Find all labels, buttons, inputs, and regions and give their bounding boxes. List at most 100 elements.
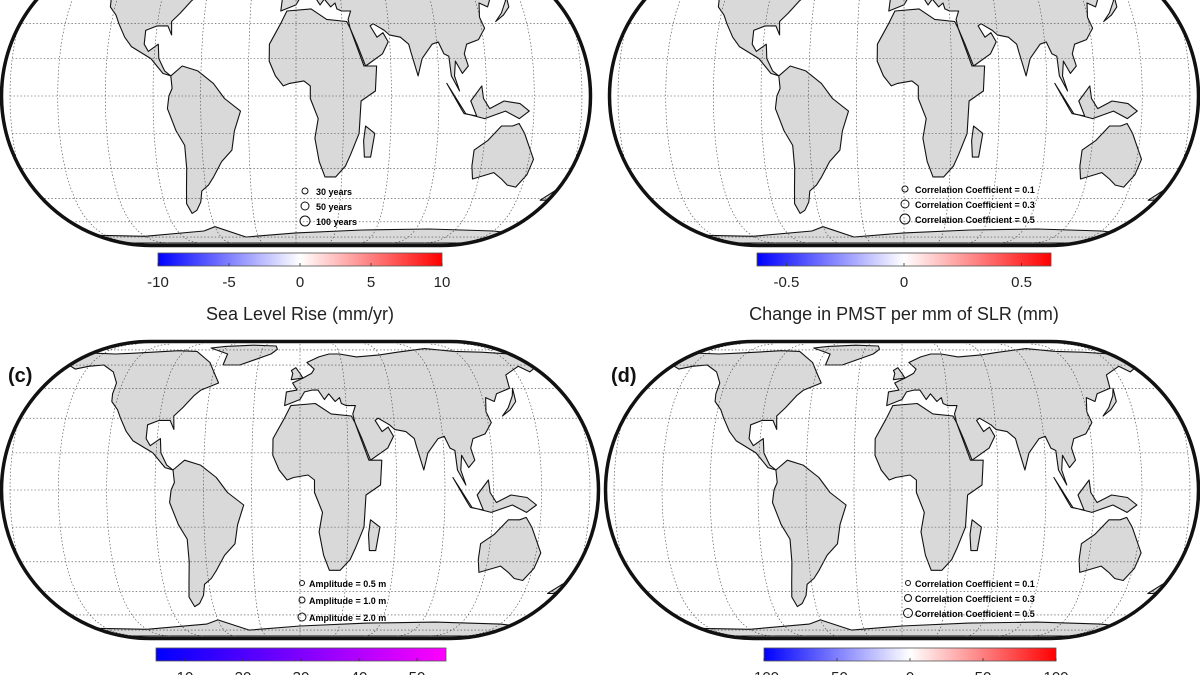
landmass-north-america (671, 350, 822, 471)
colorbar-tick-label: -50 (826, 669, 848, 675)
landmass-africa (876, 8, 986, 178)
legend-entry: 100 years (316, 217, 357, 227)
map-c (0, 339, 601, 641)
legend-entry: Amplitude = 2.0 m (309, 613, 386, 623)
colorbar-tick-label: 0.5 (1011, 274, 1032, 291)
landmass-north-america (675, 0, 825, 77)
colorbar-tick-label: 20 (235, 669, 252, 675)
landmass-madagascar (367, 519, 381, 552)
legend-marker-large (297, 612, 307, 622)
landmass-japan (1102, 387, 1117, 417)
legend-marker-small (301, 187, 309, 195)
colorbar-title: Change in PMST per mm of SLR (mm) (749, 304, 1059, 324)
colorbar-tick-label: 0 (906, 669, 914, 675)
colorbar-tick-label: 10 (177, 669, 194, 675)
landmass-australia (1079, 122, 1143, 188)
panel-c: (c) Amplitude = 0.5 m Amplitude = 1.0 m … (0, 339, 601, 675)
landmass-africa (268, 8, 378, 178)
colorbar-a: -10 -5 0 5 10 Sea Level Rise (mm/yr) (147, 252, 450, 324)
map-frame (603, 339, 1200, 641)
legend-entry: Correlation Coefficient = 0.1 (915, 579, 1035, 589)
legend-entry: Correlation Coefficient = 0.3 (915, 200, 1035, 210)
legend-entry: Correlation Coefficient = 0.5 (915, 609, 1035, 619)
legend-marker-small (905, 580, 911, 586)
landmass-madagascar (969, 519, 982, 552)
panel-label-c: (c) (8, 365, 32, 387)
colorbar-tick-label: -0.5 (773, 274, 799, 291)
map-a (0, 0, 593, 248)
landmass-africa (272, 402, 383, 571)
map-b (607, 0, 1200, 248)
colorbar-ticks: 10 20 30 40 50 (177, 658, 426, 675)
landmass-japan (501, 387, 517, 417)
landmass-australia (1078, 516, 1142, 582)
legend-marker-large (903, 608, 913, 618)
colorbar-tick-label: 10 (434, 274, 451, 291)
colorbar-b: -0.5 0 0.5 Change in PMST per mm of SLR (m… (749, 252, 1059, 324)
colorbar-tick-label: 50 (975, 669, 992, 675)
map-content (604, 340, 1200, 640)
panel-label-d: (d) (611, 365, 637, 387)
colorbar-tick-label: 5 (367, 274, 375, 291)
colorbar-c: 10 20 30 40 50 (155, 647, 447, 675)
landmass-madagascar (363, 125, 376, 158)
colorbar-tick-label: 50 (409, 669, 426, 675)
landmass-indonesia (1053, 476, 1138, 513)
map-d (603, 339, 1200, 641)
legend-marker-large (899, 213, 911, 225)
map-frame (607, 0, 1200, 248)
colorbar-tick-label: 0 (900, 274, 908, 291)
map-content (608, 0, 1200, 247)
landmass-indonesia (1054, 82, 1138, 120)
panel-b: Correlation Coefficient = 0.1 Correlatio… (607, 0, 1200, 324)
colorbar-ticks: -0.5 0 0.5 (773, 263, 1032, 291)
panel-a: 30 years 50 years 100 years -10 -5 0 5 10 Se… (0, 0, 593, 324)
landmass-australia (471, 122, 535, 188)
colorbar-tick-label: -5 (222, 274, 235, 291)
landmass-south-america (166, 65, 242, 214)
legend-marker-medium (900, 199, 910, 209)
colorbar-d: -100 -50 0 50 100 (749, 647, 1069, 675)
graticule (617, 0, 1191, 244)
landmass-eurasia (280, 0, 534, 92)
colorbar-ticks: -10 -5 0 5 10 (147, 263, 450, 291)
colorbar-ticks: -100 -50 0 50 100 (749, 658, 1069, 675)
map-frame (0, 0, 593, 248)
legend-entry: Amplitude = 0.5 m (309, 579, 386, 589)
legend-entry: 30 years (316, 187, 352, 197)
landmass-australia (477, 516, 542, 582)
landmass-madagascar (971, 125, 984, 158)
colorbar-tick-label: -100 (749, 669, 779, 675)
landmass-japan (495, 0, 510, 23)
graticule (613, 343, 1191, 637)
landmass-eurasia (886, 348, 1142, 486)
landmass-north-america (68, 350, 220, 471)
size-legend-a: 30 years 50 years 100 years (299, 187, 357, 227)
colorbar-tick-label: 30 (293, 669, 310, 675)
legend-marker-medium (904, 594, 912, 602)
colorbar-tick-label: 0 (296, 274, 304, 291)
legend-entry: Correlation Coefficient = 0.5 (915, 215, 1035, 225)
landmass-indonesia (452, 476, 538, 513)
legend-marker-medium (298, 596, 306, 604)
legend-entry: 50 years (316, 202, 352, 212)
legend-marker-medium (300, 201, 310, 211)
size-legend-d: Correlation Coefficient = 0.1 Correlatio… (903, 579, 1035, 619)
landmass-south-america (774, 65, 850, 214)
colorbar-tick-label: 40 (351, 669, 368, 675)
landmass-south-america (169, 459, 245, 608)
legend-marker-small (901, 185, 909, 193)
size-legend-c: Amplitude = 0.5 m Amplitude = 1.0 m Ampl… (297, 579, 386, 623)
map-content (0, 340, 600, 640)
legend-marker-small (299, 580, 305, 586)
size-legend-b: Correlation Coefficient = 0.1 Correlatio… (899, 185, 1035, 225)
legend-entry: Correlation Coefficient = 0.3 (915, 594, 1035, 604)
landmass-japan (1103, 0, 1118, 23)
legend-entry: Correlation Coefficient = 0.1 (915, 185, 1035, 195)
legend-entry: Amplitude = 1.0 m (309, 596, 386, 606)
colorbar-title: Sea Level Rise (mm/yr) (206, 304, 394, 324)
landmass-africa (874, 402, 984, 571)
map-frame (0, 339, 601, 641)
landmass-eurasia (888, 0, 1142, 92)
